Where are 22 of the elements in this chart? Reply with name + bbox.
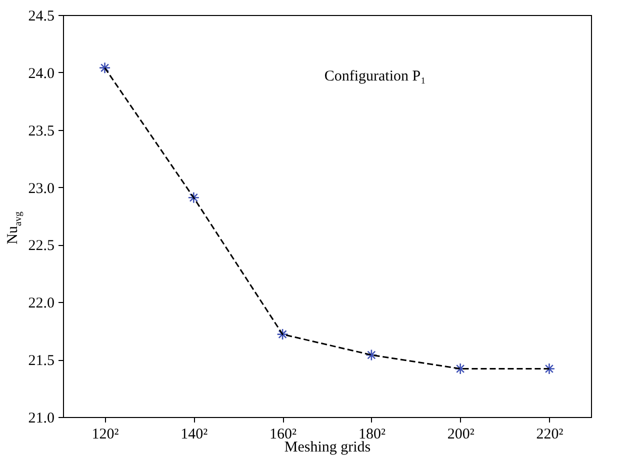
y-tick-label: 22.5 xyxy=(28,238,54,254)
y-tick-label: 23.5 xyxy=(28,123,54,140)
x-tick-label: 180² xyxy=(358,426,386,442)
point xyxy=(366,349,378,361)
line-series xyxy=(104,67,550,370)
annotation: Configuration P₁ xyxy=(324,68,426,84)
point xyxy=(188,192,200,204)
y-axis-title: Nuavg xyxy=(5,212,24,244)
y-tick-label: 22.0 xyxy=(28,296,54,312)
y-tick-label: 23.0 xyxy=(28,180,54,197)
x-tick-label: 220² xyxy=(536,426,564,442)
y-tick-label: 21.5 xyxy=(28,353,54,370)
x-tick-label: 200² xyxy=(447,426,475,442)
x-tick-label: 140² xyxy=(180,426,208,442)
point xyxy=(98,62,111,74)
y-tick-label: 21.0 xyxy=(28,410,54,426)
x-tick-label: 120² xyxy=(92,426,120,442)
point xyxy=(276,328,288,340)
x-axis-title: Meshing grids xyxy=(284,440,371,456)
y-tick-label: 24.0 xyxy=(28,66,54,82)
y-tick-label: 24.5 xyxy=(28,8,54,24)
x-tick-label: 160² xyxy=(270,426,298,442)
